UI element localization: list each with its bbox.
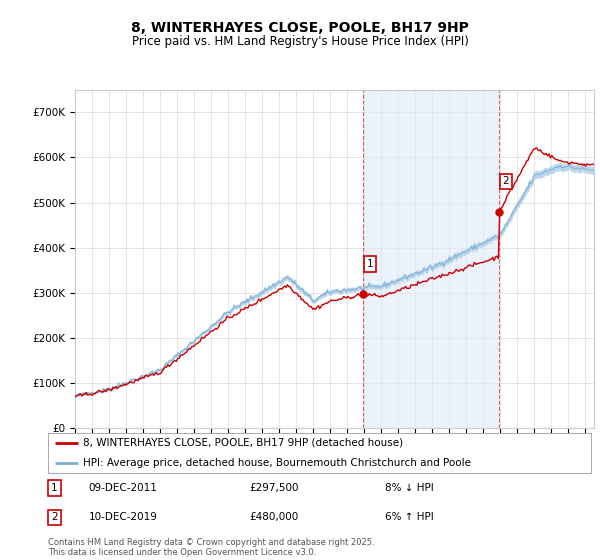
Bar	[363, 90, 499, 428]
Text: 8, WINTERHAYES CLOSE, POOLE, BH17 9HP (detached house): 8, WINTERHAYES CLOSE, POOLE, BH17 9HP (d…	[83, 438, 403, 448]
Text: 09-DEC-2011: 09-DEC-2011	[89, 483, 158, 493]
Text: 8, WINTERHAYES CLOSE, POOLE, BH17 9HP: 8, WINTERHAYES CLOSE, POOLE, BH17 9HP	[131, 21, 469, 35]
Text: 10-DEC-2019: 10-DEC-2019	[89, 512, 158, 522]
Text: 2: 2	[502, 176, 509, 186]
Text: £480,000: £480,000	[249, 512, 298, 522]
Text: £297,500: £297,500	[249, 483, 298, 493]
Text: Contains HM Land Registry data © Crown copyright and database right 2025.
This d: Contains HM Land Registry data © Crown c…	[48, 538, 374, 557]
Text: 2: 2	[51, 512, 58, 522]
Text: 8% ↓ HPI: 8% ↓ HPI	[385, 483, 433, 493]
Text: Price paid vs. HM Land Registry's House Price Index (HPI): Price paid vs. HM Land Registry's House …	[131, 35, 469, 48]
Text: 1: 1	[367, 259, 373, 269]
Text: HPI: Average price, detached house, Bournemouth Christchurch and Poole: HPI: Average price, detached house, Bour…	[83, 458, 471, 468]
Text: 1: 1	[51, 483, 58, 493]
Text: 6% ↑ HPI: 6% ↑ HPI	[385, 512, 433, 522]
